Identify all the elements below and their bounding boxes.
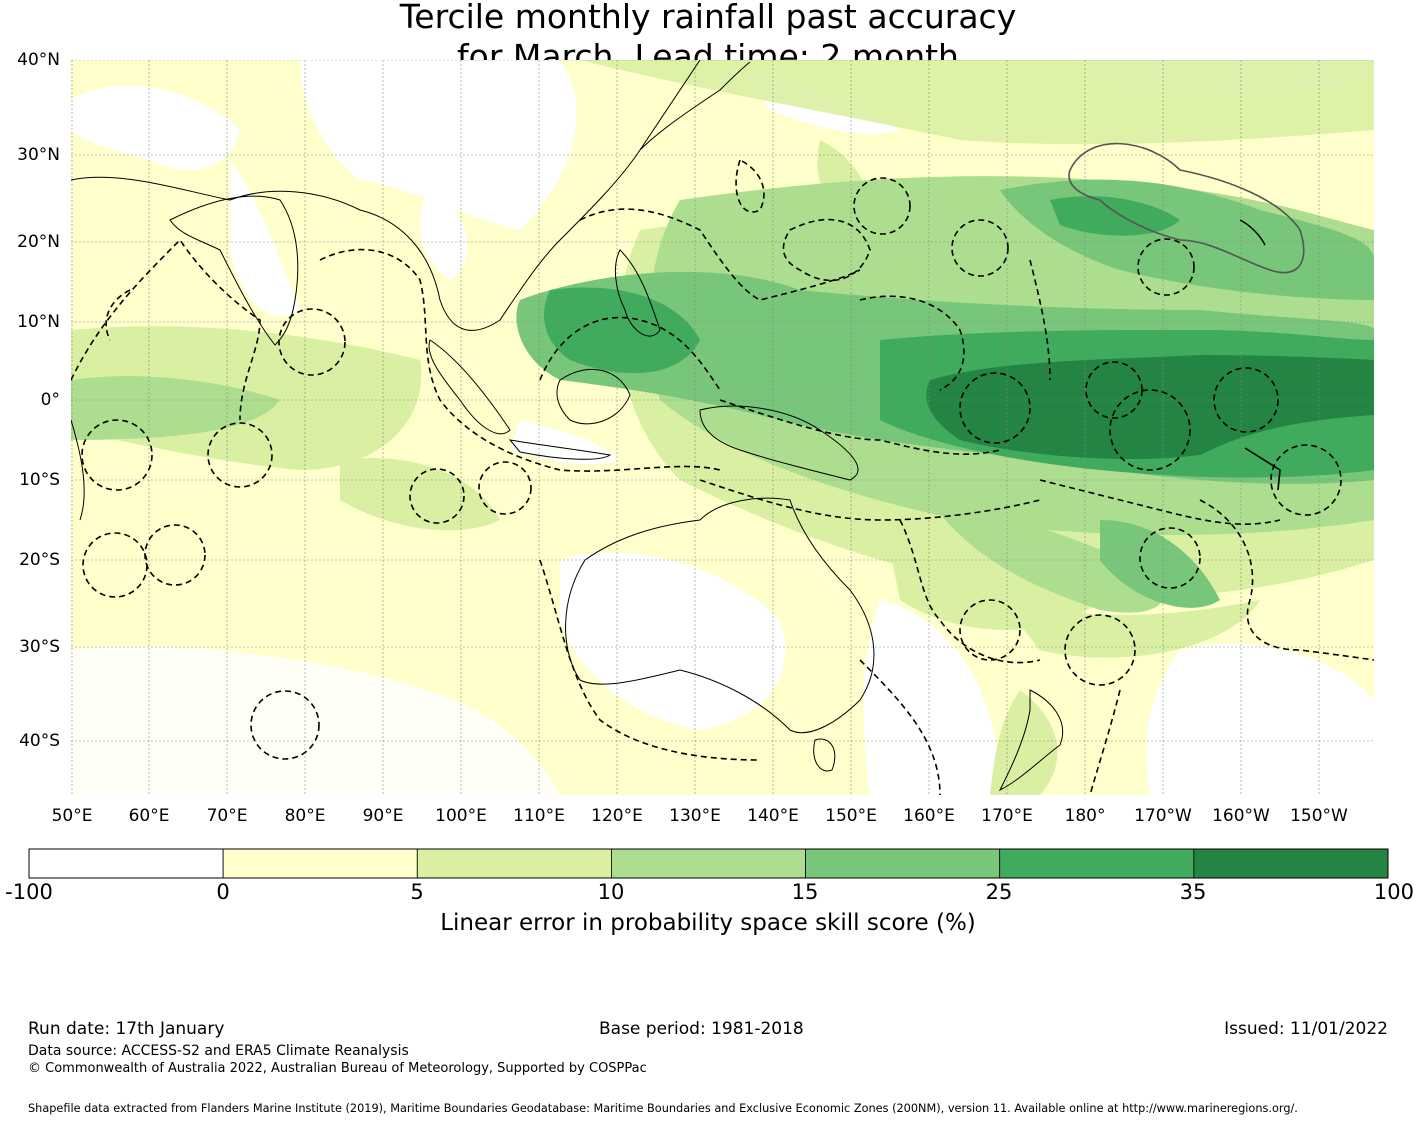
lon-label: 80°E — [284, 806, 326, 826]
colorbar-segment — [1193, 848, 1389, 879]
lon-label: 160°W — [1212, 806, 1270, 826]
lat-label: 20°N — [17, 232, 60, 252]
lon-label: 170°E — [981, 806, 1033, 826]
colorbar-tick: 35 — [1179, 880, 1207, 904]
colorbar-label: Linear error in probability space skill … — [440, 910, 976, 936]
colorbar-tick: 15 — [791, 880, 819, 904]
coastline-java — [508, 439, 612, 460]
hawaii-eez-outline — [1068, 142, 1305, 274]
lat-label: 10°S — [19, 470, 60, 490]
colorbar-segment — [416, 848, 612, 879]
map-title: Tercile monthly rainfall past accuracy f… — [0, 0, 1416, 77]
run-date: Run date: 17th January — [28, 1019, 225, 1039]
colorbar-segment — [805, 848, 1001, 879]
coastline-japan — [639, 61, 751, 151]
lat-label: 20°S — [19, 550, 60, 570]
lon-label: 70°E — [206, 806, 248, 826]
coastline-australia — [565, 497, 875, 734]
lon-label: 50°E — [51, 806, 93, 826]
coastline-africa — [71, 419, 85, 521]
lat-label: 40°N — [17, 50, 60, 70]
lon-label: 180° — [1064, 806, 1106, 826]
colorbar-segment — [999, 848, 1195, 879]
lon-label: 170°W — [1134, 806, 1192, 826]
lon-label: 160°E — [903, 806, 955, 826]
graticule — [71, 60, 1374, 795]
lon-label: 140°E — [747, 806, 799, 826]
colorbar-segment — [611, 848, 806, 879]
map-frame — [71, 60, 1374, 795]
coastline-tasmania — [813, 738, 836, 772]
lat-label: 30°S — [19, 637, 60, 657]
lon-label: 130°E — [669, 806, 721, 826]
lon-label: 150°W — [1290, 806, 1348, 826]
coastlines — [71, 60, 1266, 792]
lat-label: 40°S — [19, 731, 60, 751]
lon-label: 150°E — [825, 806, 877, 826]
lon-label: 90°E — [362, 806, 404, 826]
coastline-hawaii — [1239, 219, 1266, 246]
lon-label: 110°E — [513, 806, 565, 826]
line-islands-boundary — [1244, 447, 1281, 491]
colorbar — [28, 848, 1389, 879]
lon-label: 60°E — [128, 806, 170, 826]
colorbar-tick: 25 — [985, 880, 1013, 904]
coastline-new-guinea — [699, 405, 859, 481]
coastline-new-zealand — [998, 689, 1064, 792]
base-period: Base period: 1981-2018 — [599, 1019, 804, 1039]
coastline-sumatra — [428, 339, 511, 435]
colorbar-tick: 100 — [1373, 880, 1414, 904]
lon-label: 120°E — [591, 806, 643, 826]
colorbar-tick: 0 — [216, 880, 230, 904]
lat-label: 30°N — [17, 145, 60, 165]
colorbar-segment — [28, 848, 224, 879]
coastline-philippines — [615, 249, 661, 337]
copyright: © Commonwealth of Australia 2022, Austra… — [28, 1061, 647, 1076]
coastline-asia — [71, 60, 701, 331]
lat-label: 10°N — [17, 312, 60, 332]
maritime-boundaries — [71, 158, 1374, 795]
issued-date: Issued: 11/01/2022 — [1224, 1019, 1388, 1039]
skill-35-100-patches — [926, 355, 1374, 460]
lon-label: 100°E — [435, 806, 487, 826]
colorbar-tick: 5 — [410, 880, 424, 904]
coastline-borneo — [556, 368, 631, 425]
colorbar-tick: -100 — [5, 880, 53, 904]
colorbar-segment — [222, 848, 418, 879]
shapefile-credit: Shapefile data extracted from Flanders M… — [28, 1102, 1298, 1115]
colorbar-tick: 10 — [597, 880, 625, 904]
title-line-1: Tercile monthly rainfall past accuracy — [399, 0, 1017, 36]
colorbar-frame — [28, 848, 1389, 879]
data-source: Data source: ACCESS-S2 and ERA5 Climate … — [28, 1043, 409, 1059]
lat-label: 0° — [40, 390, 60, 410]
coastline-india — [169, 195, 299, 346]
